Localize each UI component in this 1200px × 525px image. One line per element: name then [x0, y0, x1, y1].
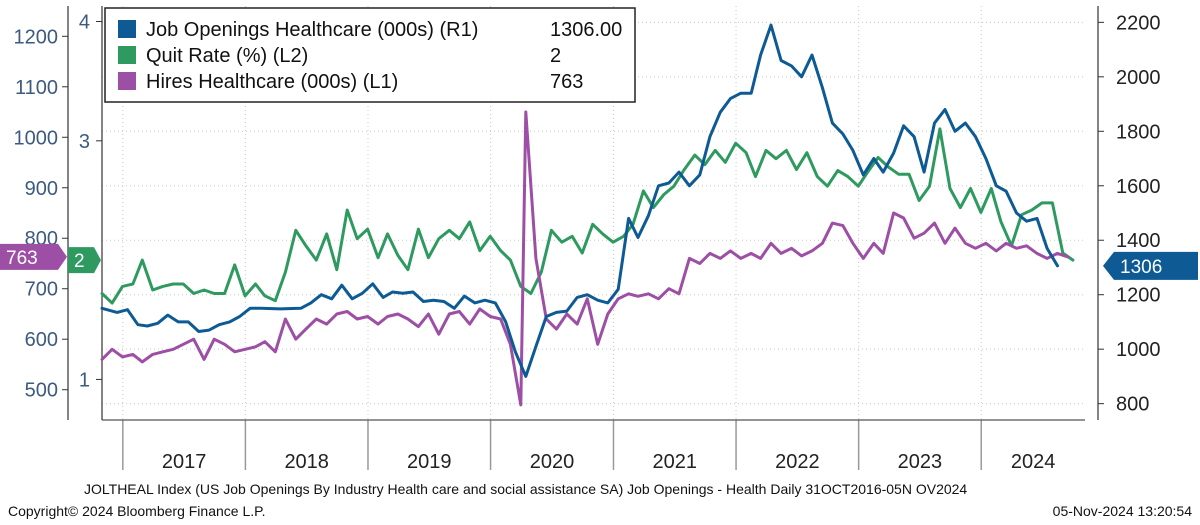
y-tick-label-l1: 1200 — [14, 26, 59, 48]
x-tick-label: 2019 — [407, 451, 452, 473]
legend-swatch — [118, 72, 136, 90]
y-tick-label-r1: 1000 — [1116, 339, 1161, 361]
quit-tag-label: 2 — [74, 251, 85, 272]
y-tick-label-l1: 700 — [25, 279, 58, 301]
axes: 2017 2018 2019 2020 2021 2022 2023 2024 500 600 70… — [14, 6, 1161, 473]
legend-swatch — [118, 46, 136, 64]
x-tick-label: 2018 — [284, 451, 329, 473]
openings-tag — [1103, 251, 1198, 280]
y-tick-label-l1: 1000 — [14, 127, 59, 149]
legend-swatch — [118, 20, 136, 38]
legend-entry-value: 2 — [550, 45, 561, 67]
series-line-2 — [100, 110, 1070, 407]
hires-tag-label: 763 — [6, 248, 38, 269]
quit-tag — [68, 247, 101, 274]
legend-entry-name: Hires Healthcare (000s) (L1) — [146, 71, 398, 93]
x-tick-label: 2024 — [1011, 451, 1056, 473]
x-tick-label: 2017 — [162, 451, 207, 473]
value-tags: 763 2 1306 — [0, 243, 1198, 280]
footer-timestamp: 05-Nov-2024 13:20:54 — [1052, 503, 1192, 519]
series-line-0 — [100, 23, 1059, 378]
legend-entry-name: Job Openings Healthcare (000s) (R1) — [146, 19, 478, 41]
x-tick-label: 2021 — [653, 451, 698, 473]
legend-entry-value: 1306.00 — [550, 19, 622, 41]
legend-box — [104, 7, 636, 103]
y-tick-label-r1: 2000 — [1116, 67, 1161, 89]
y-tick-label-l1: 1100 — [15, 77, 58, 99]
x-tick-label: 2023 — [898, 451, 943, 473]
y-tick-label-r1: 1600 — [1116, 176, 1161, 198]
y-tick-label-r1: 1400 — [1116, 230, 1161, 252]
x-tick-label: 2020 — [530, 451, 575, 473]
y-tick-label-r1: 1200 — [1116, 285, 1161, 307]
legend-entry-value: 763 — [550, 71, 583, 93]
footer-copyright: Copyright© 2024 Bloomberg Finance L.P. — [8, 503, 266, 519]
hires-tag — [0, 243, 67, 270]
y-tick-label-l2: 4 — [79, 12, 90, 34]
series-group — [100, 23, 1075, 407]
legend-entry-name: Quit Rate (%) (L2) — [146, 45, 308, 67]
x-tick-label: 2022 — [775, 451, 820, 473]
footer-description: JOLTHEAL Index (US Job Openings By Indus… — [84, 481, 968, 497]
y-tick-label-r1: 1800 — [1116, 121, 1161, 143]
y-tick-label-r1: 800 — [1116, 394, 1149, 416]
series-line-1 — [100, 127, 1075, 305]
line-chart: 2017 2018 2019 2020 2021 2022 2023 2024 500 600 70… — [0, 6, 1198, 473]
y-tick-label-l1: 900 — [25, 178, 58, 200]
y-tick-label-r1: 2200 — [1116, 12, 1161, 34]
openings-tag-label: 1306 — [1120, 257, 1162, 278]
y-tick-label-l1: 500 — [25, 380, 58, 402]
legend: Job Openings Healthcare (000s) (R1) 1306.… — [104, 7, 636, 103]
y-tick-label-l1: 600 — [25, 329, 58, 351]
y-tick-label-l2: 1 — [79, 369, 90, 391]
y-tick-label-l2: 3 — [79, 131, 90, 153]
